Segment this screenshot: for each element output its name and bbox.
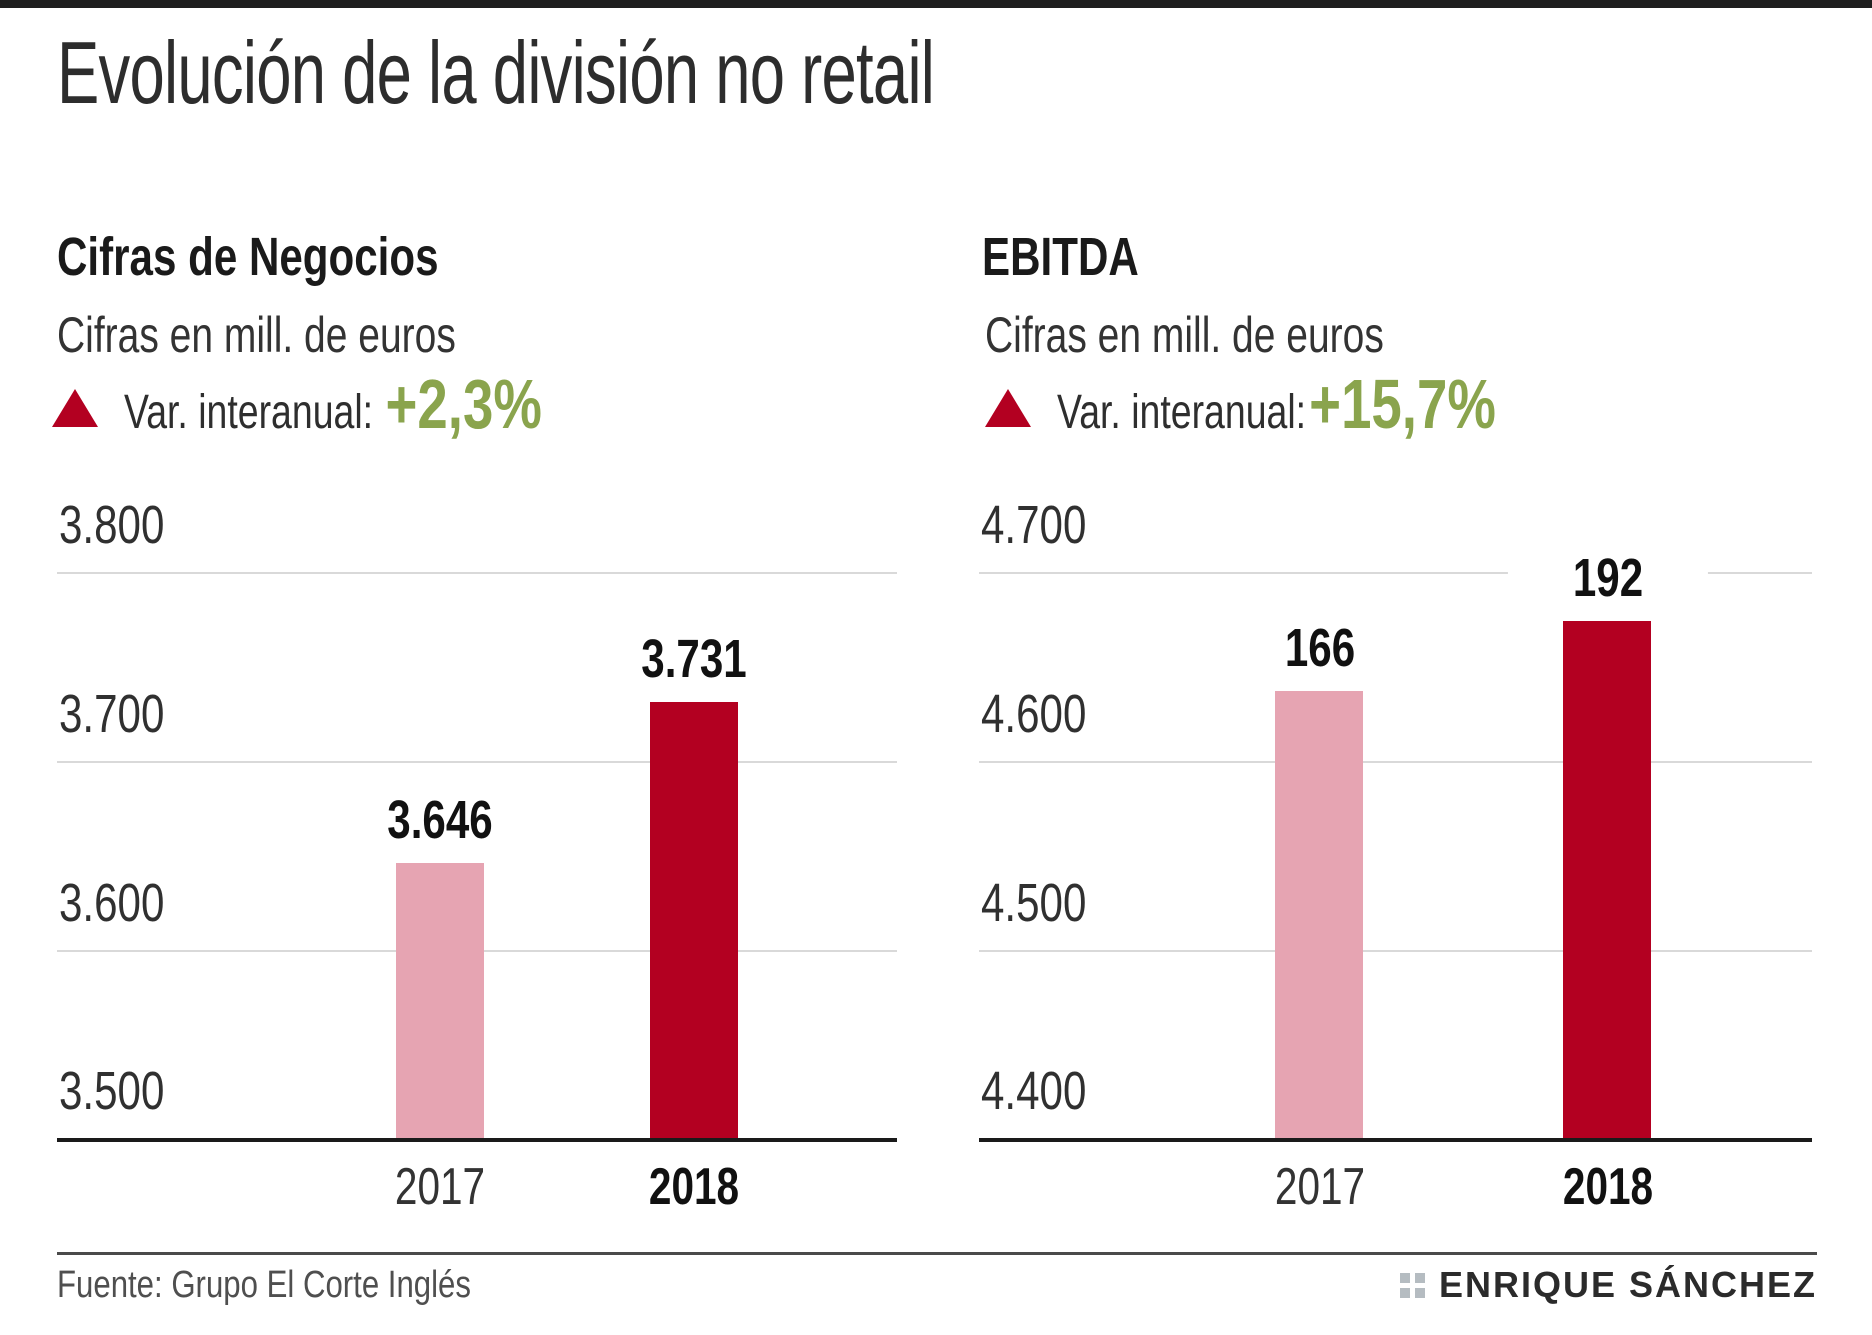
chart1-variation-text: Var. interanual:+15,7%	[1057, 369, 1496, 443]
x-axis-label-2017: 2017	[1262, 1160, 1378, 1214]
up-triangle-icon	[985, 389, 1031, 427]
y-axis-tick: 3.800	[59, 495, 165, 555]
y-axis-tick: 4.500	[981, 873, 1087, 933]
x-axis-label-2018: 2018	[636, 1160, 752, 1214]
chart-ebitda: 4.700 4.600 4.500 4.400 166 192 2017 2018	[979, 496, 1812, 1214]
chart1-section-title-text: EBITDA	[982, 227, 1139, 287]
source-credit: Fuente: Grupo El Corte Inglés	[57, 1264, 471, 1306]
chart1-variation-row: Var. interanual:+15,7%	[985, 369, 1620, 439]
x-axis-label-2017-text: 2017	[1274, 1158, 1366, 1216]
y-axis-tick: 3.700	[59, 684, 165, 744]
bar-2017	[396, 862, 484, 1138]
y-axis-tick: 4.400	[981, 1061, 1087, 1121]
chart1-subtitle-text: Cifras en mill. de euros	[985, 307, 1384, 363]
up-triangle-icon	[52, 389, 98, 427]
top-rule-bar	[0, 0, 1872, 8]
chart0-variation-label: Var. interanual:	[124, 385, 374, 439]
x-axis-label-2018-text: 2018	[1562, 1158, 1654, 1216]
bar-value-2018: 192	[1507, 547, 1709, 608]
chart-cifras-de-negocios: 3.800 3.700 3.600 3.500 3.646 3.731 2017 20…	[57, 496, 897, 1214]
chart0-variation-text: Var. interanual: +2,3%	[124, 369, 542, 443]
y-axis-tick: 4.700	[981, 495, 1087, 555]
y-axis-tick: 3.500	[59, 1061, 165, 1121]
bar-value-2017: 3.646	[317, 789, 563, 850]
y-axis-tick: 3.600	[59, 873, 165, 933]
x-axis-line	[979, 1138, 1812, 1142]
page-title: Evolución de la división no retail	[57, 23, 935, 122]
chart0-section-title-text: Cifras de Negocios	[57, 227, 439, 287]
gridline	[979, 572, 1812, 574]
footer-rule	[57, 1252, 1817, 1255]
x-axis-label-2017-text: 2017	[394, 1158, 486, 1216]
chart0-section-title: Cifras de Negocios	[57, 228, 546, 286]
chart0-variation-value: +2,3%	[385, 364, 542, 443]
y-axis-tick: 4.600	[981, 684, 1087, 744]
x-axis-label-2018: 2018	[1550, 1160, 1666, 1214]
chart0-variation-row: Var. interanual: +2,3%	[52, 369, 660, 439]
chart1-variation-label: Var. interanual:	[1057, 385, 1307, 439]
x-axis-label-2017: 2017	[382, 1160, 498, 1214]
bar-value-2018: 3.731	[571, 629, 817, 690]
bar-2018	[1563, 620, 1651, 1138]
gridline	[979, 761, 1812, 763]
bar-2017	[1275, 690, 1363, 1138]
bar-value-2017: 166	[1219, 617, 1421, 678]
author-credit: ENRIQUE SÁNCHEZ	[1399, 1262, 1817, 1308]
chart1-variation-value: +15,7%	[1309, 364, 1496, 443]
bar-value-2017-text: 3.646	[387, 789, 493, 850]
bar-value-2017-text: 166	[1284, 617, 1356, 678]
bar-2018	[650, 702, 738, 1138]
chart1-section-title: EBITDA	[982, 228, 1183, 286]
gridline	[57, 761, 897, 763]
credit-colons-icon	[1399, 1272, 1425, 1298]
x-axis-line	[57, 1138, 897, 1142]
gridline	[57, 572, 897, 574]
author-name: ENRIQUE SÁNCHEZ	[1438, 1264, 1817, 1305]
x-axis-label-2018-text: 2018	[648, 1158, 740, 1216]
bar-value-2018-text: 192	[1572, 547, 1644, 608]
bar-value-2018-text: 3.731	[641, 629, 747, 690]
chart0-subtitle-text: Cifras en mill. de euros	[57, 307, 456, 363]
gridline	[979, 950, 1812, 952]
chart0-subtitle: Cifras en mill. de euros	[57, 308, 568, 362]
chart1-subtitle: Cifras en mill. de euros	[985, 308, 1496, 362]
